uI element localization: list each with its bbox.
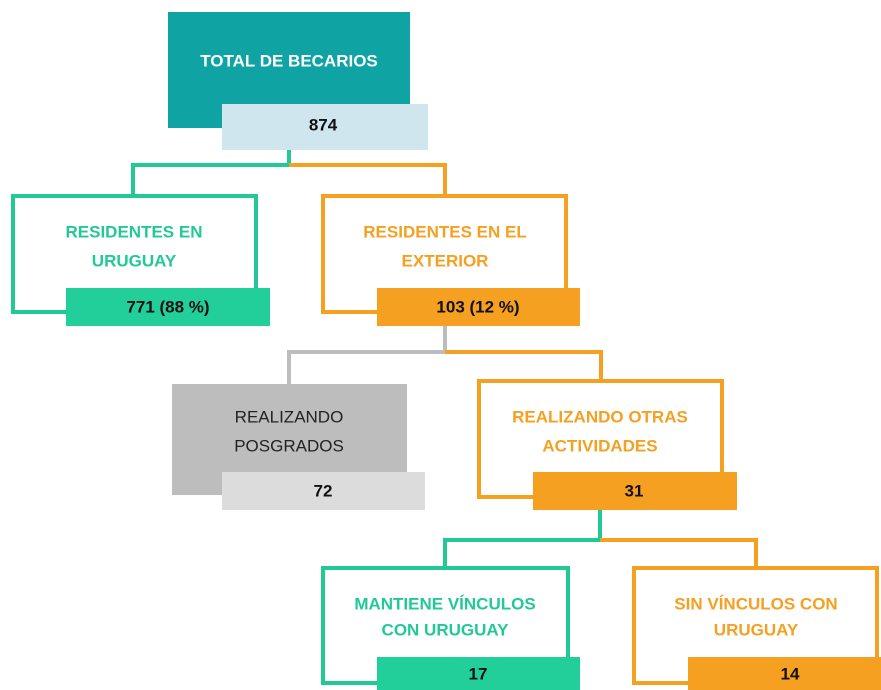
node-label: URUGUAY <box>92 251 177 270</box>
node-label: REALIZANDO OTRAS <box>512 407 688 426</box>
node-value: 72 <box>314 481 333 500</box>
node-label: SIN VÍNCULOS CON <box>674 594 837 613</box>
node-label: EXTERIOR <box>402 251 489 270</box>
connector <box>445 350 603 381</box>
connector <box>131 150 291 196</box>
node-value: 14 <box>781 664 800 683</box>
node-label: ACTIVIDADES <box>542 436 657 455</box>
node-label: MANTIENE VÍNCULOS <box>354 594 535 613</box>
node-label: TOTAL DE BECARIOS <box>200 51 378 70</box>
value-box <box>377 288 580 326</box>
node-label: POSGRADOS <box>234 436 344 455</box>
connector <box>289 163 447 196</box>
connector <box>443 510 602 568</box>
node-value: 17 <box>469 664 488 683</box>
node-value: 874 <box>309 115 338 134</box>
value-box <box>688 657 881 690</box>
node-label: REALIZANDO <box>235 407 344 426</box>
node-label: URUGUAY <box>714 620 799 639</box>
node-value: 103 (12 %) <box>436 297 519 316</box>
value-box <box>66 288 270 326</box>
value-box <box>222 472 425 510</box>
value-box <box>377 657 580 690</box>
node-value: 31 <box>625 481 644 500</box>
node-label: RESIDENTES EN <box>66 222 203 241</box>
connector <box>600 538 758 568</box>
node-value: 771 (88 %) <box>126 297 209 316</box>
node-label: CON URUGUAY <box>382 620 510 639</box>
value-box <box>222 104 428 150</box>
node-label: RESIDENTES EN EL <box>363 222 526 241</box>
value-box <box>533 472 737 510</box>
connector <box>287 326 447 384</box>
